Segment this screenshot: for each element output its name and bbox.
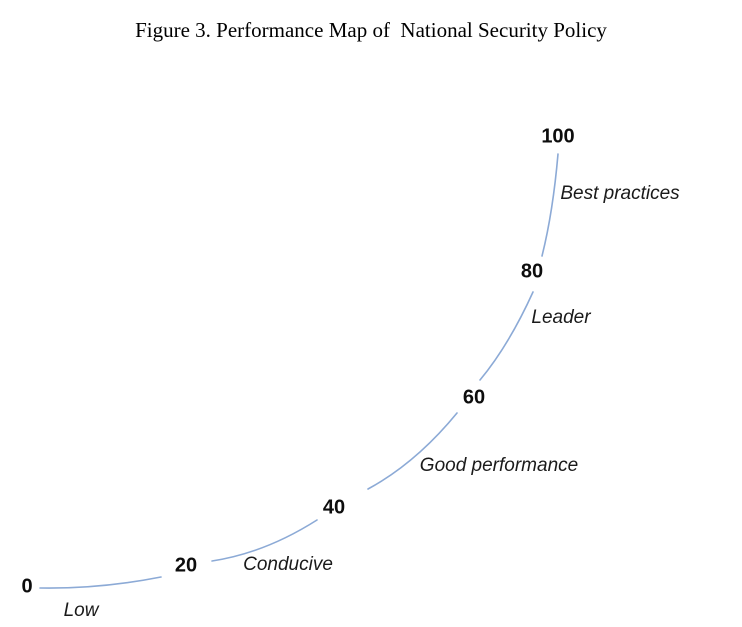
curve-segment-low <box>39 576 162 589</box>
figure-title: Figure 3. Performance Map of National Se… <box>135 18 607 42</box>
band-label-good-performance: Good performance <box>419 455 579 476</box>
curve-segment-leader <box>479 291 534 381</box>
band-label-low: Low <box>63 600 99 621</box>
curve-segment-good <box>367 412 458 490</box>
tick-60: 60 <box>462 386 486 409</box>
band-label-conducive: Conducive <box>243 554 333 575</box>
curve-segment-conducive <box>211 519 318 562</box>
tick-100: 100 <box>541 125 575 148</box>
curve-segment-best <box>541 153 559 257</box>
tick-20: 20 <box>174 554 198 577</box>
tick-80: 80 <box>520 260 544 283</box>
tick-0: 0 <box>21 575 33 598</box>
band-label-best-practices: Best practices <box>560 183 680 204</box>
band-label-leader: Leader <box>531 307 591 328</box>
tick-40: 40 <box>322 496 346 519</box>
